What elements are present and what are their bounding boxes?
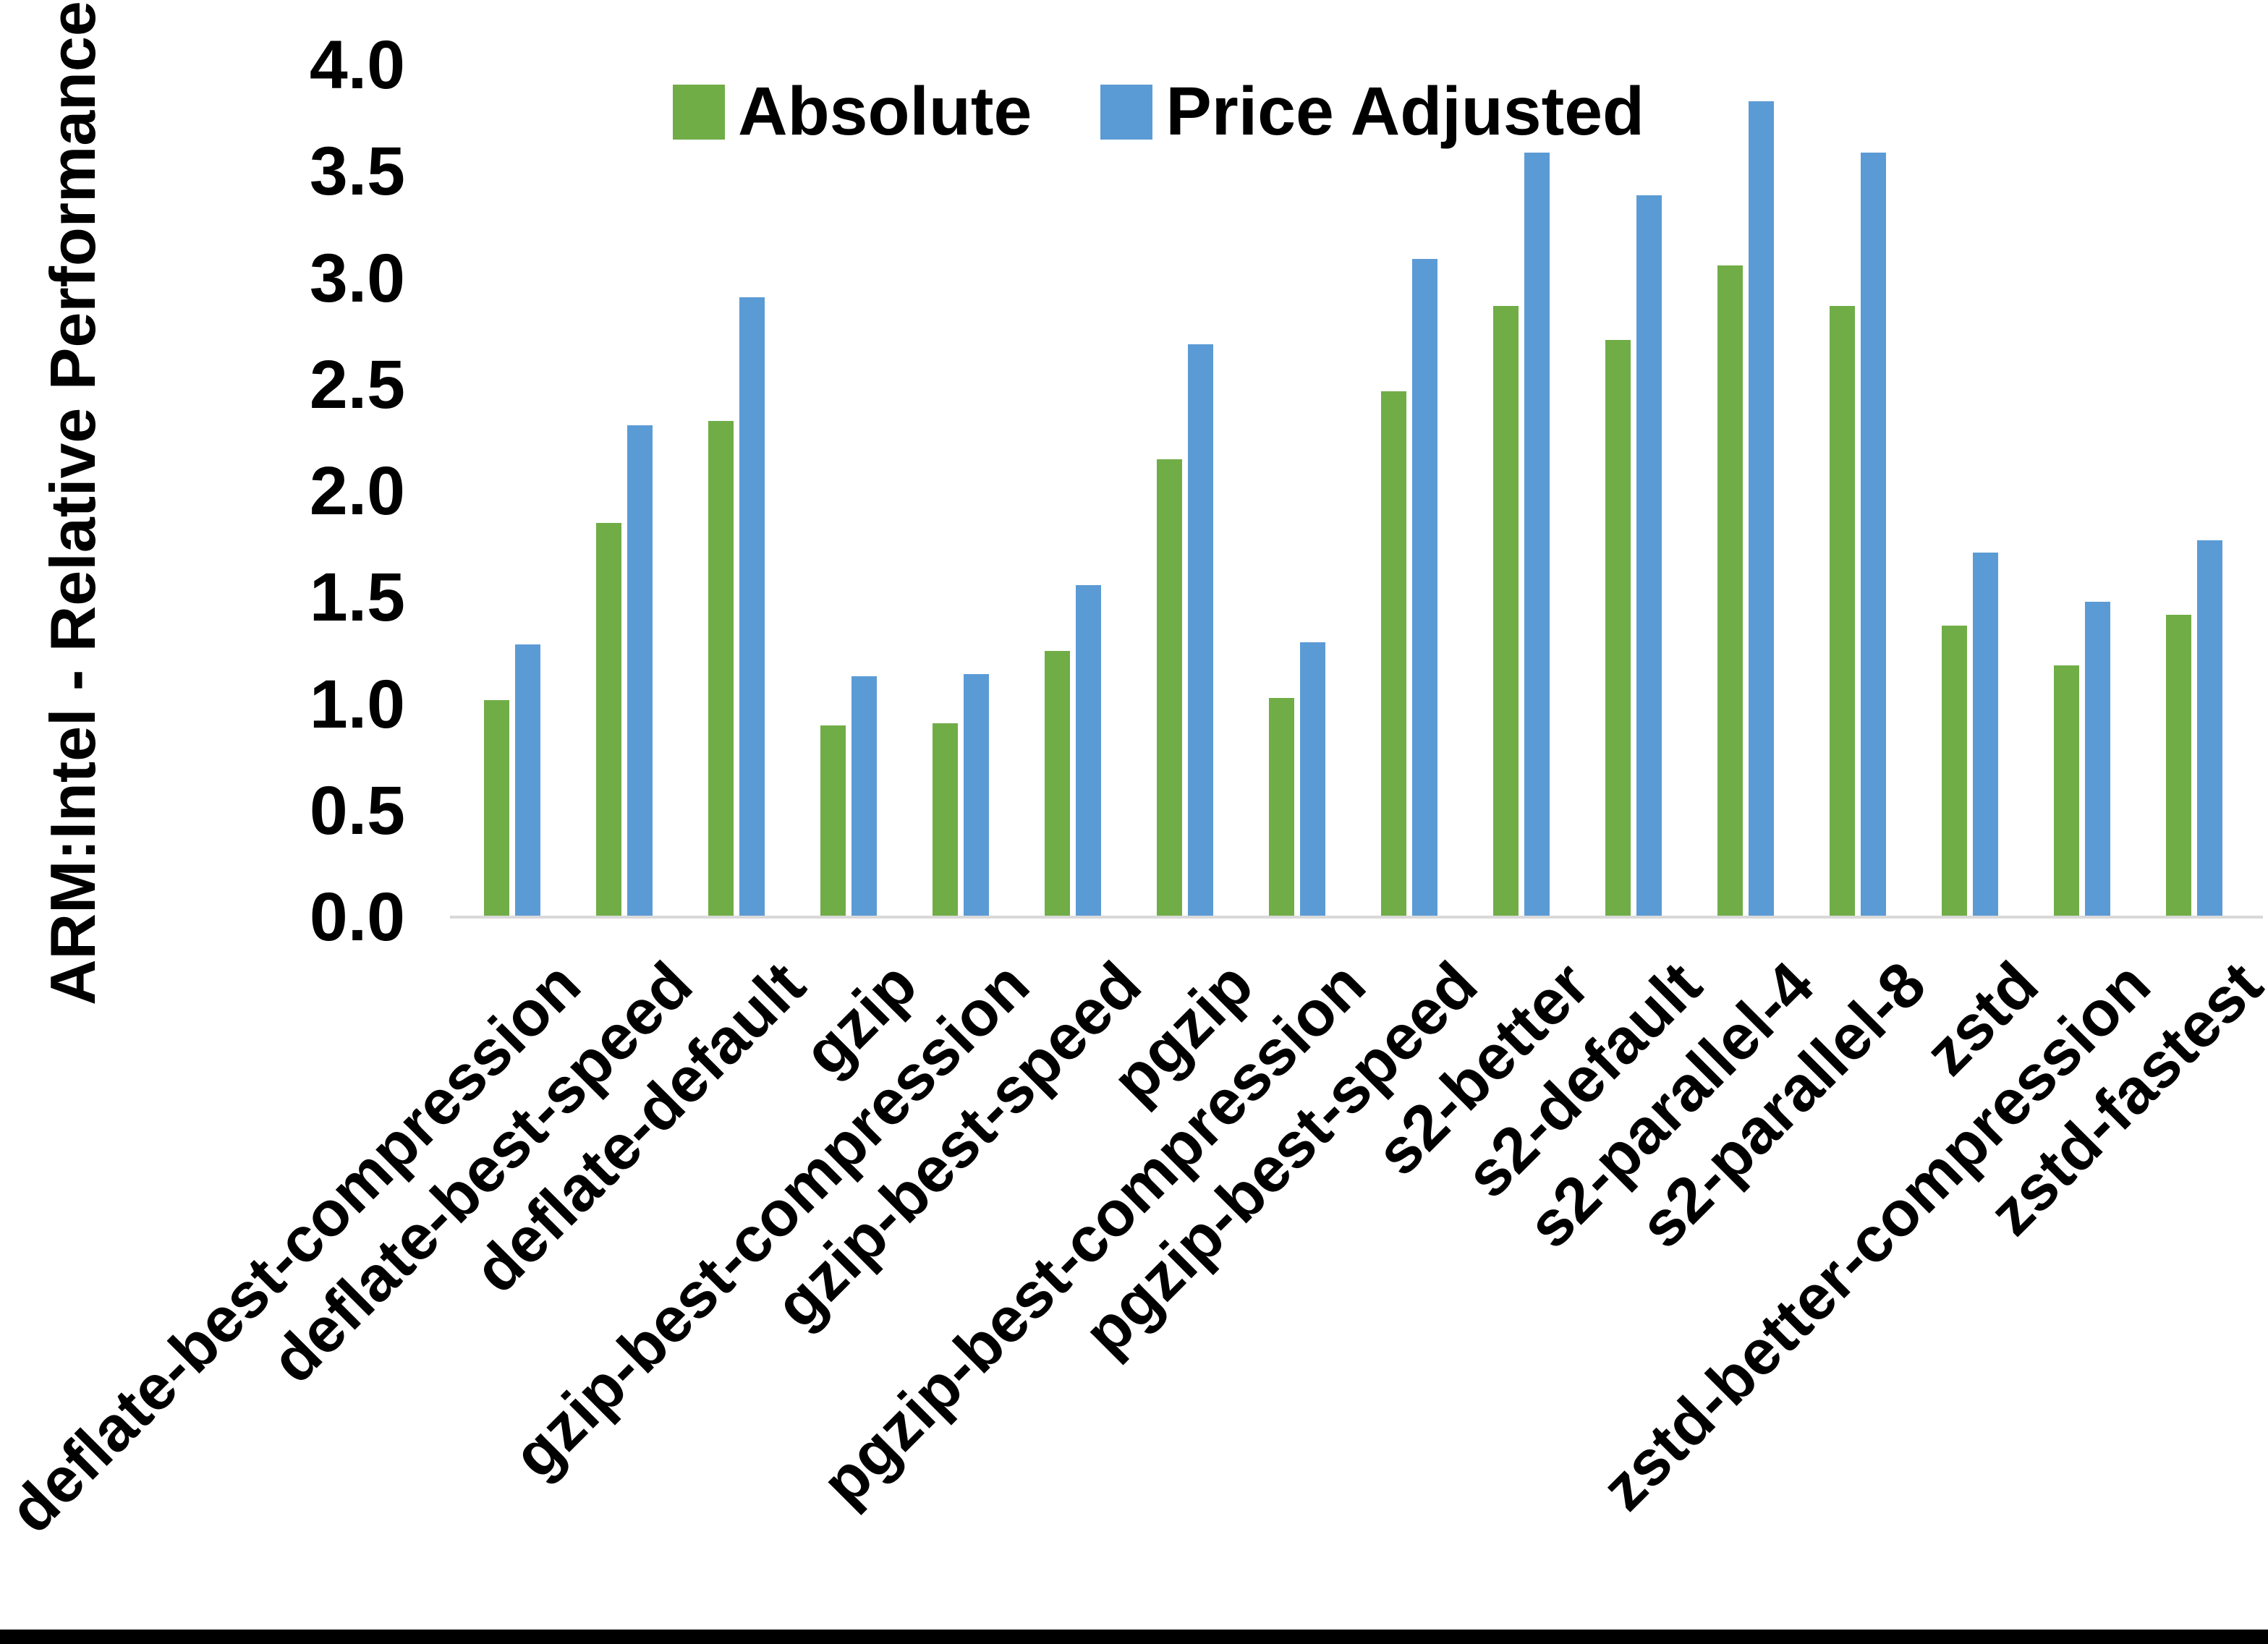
legend-item-absolute: Absolute: [673, 72, 1032, 151]
bar-price-adjusted-zstd: [1973, 553, 1998, 917]
bar-price-adjusted-s2-parallel-8: [1861, 152, 1886, 917]
bar-absolute-gzip: [820, 725, 846, 917]
bar-absolute-zstd-better-compression: [2054, 665, 2079, 917]
bar-absolute-zstd-fastest: [2166, 614, 2191, 917]
y-tick-label: 1.5: [309, 559, 405, 636]
bar-price-adjusted-deflate-best-compression: [515, 644, 540, 917]
bar-price-adjusted-pgzip: [1188, 344, 1213, 917]
bar-price-adjusted-gzip-best-compression: [964, 674, 989, 917]
legend-swatch-price-adjusted: [1100, 84, 1153, 140]
bar-price-adjusted-gzip-best-speed: [1076, 584, 1101, 917]
bar-price-adjusted-s2-parallel-4: [1749, 101, 1774, 917]
bar-absolute-s2-parallel-4: [1717, 265, 1743, 917]
legend-label-absolute: Absolute: [738, 73, 1032, 150]
legend-swatch-absolute: [673, 84, 725, 140]
y-tick-label: 0.5: [309, 772, 405, 849]
bar-absolute-pgzip-best-speed: [1381, 391, 1406, 917]
y-tick-label: 3.5: [309, 133, 405, 210]
legend-item-price-adjusted: Price Adjusted: [1100, 72, 1644, 151]
bar-absolute-deflate-default: [708, 420, 734, 917]
bar-price-adjusted-gzip: [851, 676, 877, 917]
bar-price-adjusted-s2-default: [1636, 195, 1662, 917]
bar-price-adjusted-deflate-best-speed: [627, 425, 653, 917]
bar-price-adjusted-zstd-better-compression: [2085, 602, 2110, 917]
y-tick-label: 2.0: [309, 453, 405, 529]
bar-absolute-s2-parallel-8: [1830, 305, 1855, 917]
bottom-border-bar: [0, 1630, 2268, 1644]
legend-label-price-adjusted: Price Adjusted: [1165, 73, 1645, 150]
y-tick-label: 1.0: [309, 665, 405, 743]
bar-price-adjusted-pgzip-best-compression: [1300, 642, 1325, 917]
bar-price-adjusted-s2-better: [1524, 152, 1550, 917]
y-tick-label: 0.0: [309, 879, 405, 955]
bar-price-adjusted-pgzip-best-speed: [1412, 258, 1437, 917]
y-tick-label: 3.0: [309, 239, 405, 317]
x-axis-line: [450, 916, 2263, 919]
bar-absolute-deflate-best-speed: [596, 523, 621, 917]
legend: Absolute Price Adjusted: [673, 72, 1644, 151]
bar-absolute-zstd: [1942, 625, 1967, 917]
bar-price-adjusted-zstd-fastest: [2197, 540, 2222, 917]
bar-absolute-gzip-best-compression: [933, 723, 958, 917]
y-tick-label: 2.5: [309, 346, 405, 423]
bar-absolute-gzip-best-speed: [1045, 650, 1070, 917]
bar-absolute-s2-default: [1605, 339, 1631, 917]
y-tick-label: 4.0: [309, 27, 405, 103]
bar-absolute-pgzip-best-compression: [1269, 697, 1294, 917]
bar-price-adjusted-deflate-default: [739, 297, 765, 917]
bar-absolute-pgzip: [1157, 459, 1182, 917]
bar-absolute-deflate-best-compression: [484, 699, 509, 917]
bar-absolute-s2-better: [1493, 305, 1519, 917]
